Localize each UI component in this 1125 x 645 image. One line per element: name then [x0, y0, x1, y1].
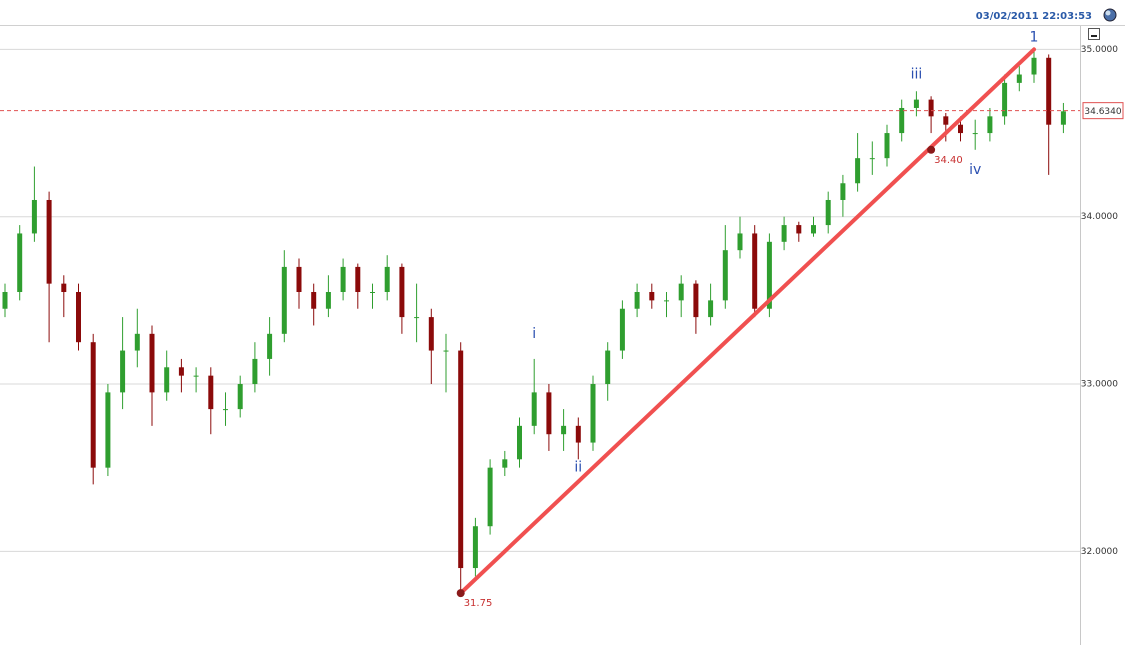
candle-body — [61, 283, 67, 293]
candle-body — [781, 225, 787, 242]
candle-body — [649, 292, 655, 301]
candle-body — [1002, 82, 1008, 117]
collapse-button[interactable] — [1088, 28, 1100, 40]
candle-body — [605, 350, 611, 385]
candle-body — [120, 350, 126, 393]
candle-body — [1031, 57, 1037, 75]
candle-body — [311, 292, 317, 309]
candle-body — [796, 225, 802, 234]
candle-body — [693, 283, 699, 318]
trend-point — [927, 145, 936, 154]
candle-body — [1060, 111, 1066, 125]
candle-body — [561, 425, 567, 435]
candle-body — [958, 124, 963, 134]
candle-body — [487, 467, 493, 527]
trend-line — [458, 47, 1036, 596]
candle-body — [899, 107, 905, 134]
candle-body — [825, 199, 831, 226]
candle-body — [223, 409, 228, 411]
candle-body — [840, 183, 846, 200]
candle-body — [31, 199, 37, 234]
candle-body — [987, 116, 993, 134]
candle-body — [619, 308, 625, 351]
candle-body — [811, 225, 816, 234]
candle-body — [252, 358, 258, 385]
candle-body — [296, 266, 302, 293]
candle-body — [517, 425, 522, 460]
candle-body — [2, 292, 8, 309]
wave-label: i — [532, 326, 536, 342]
candle-body — [708, 300, 714, 318]
candle-body — [443, 350, 449, 352]
candle-body — [76, 292, 81, 343]
candle-body — [913, 99, 919, 108]
candle-body — [634, 292, 640, 309]
candle-body — [766, 241, 772, 309]
candle-body — [1016, 74, 1022, 83]
candle-body — [267, 333, 273, 359]
timestamp: 03/02/2011 22:03:53 — [976, 11, 1092, 22]
trend-point — [456, 589, 465, 598]
candle-body — [399, 266, 405, 318]
wave-label: 1 — [1030, 30, 1039, 46]
candle-body — [428, 317, 434, 351]
candle-body — [575, 425, 581, 443]
candle-body — [752, 233, 758, 309]
candle-body — [502, 459, 508, 468]
candle-body — [943, 116, 949, 125]
candle-body — [355, 266, 361, 293]
candle-body — [472, 526, 478, 569]
candle-body — [134, 333, 140, 351]
candle-body — [531, 392, 537, 426]
candle-body — [46, 199, 52, 284]
candle-body — [546, 392, 552, 435]
candle-body — [281, 266, 287, 334]
candle-body — [722, 250, 728, 301]
candle-body — [869, 158, 875, 160]
candle-body — [884, 133, 890, 159]
wave-label: iv — [969, 162, 981, 178]
candle-body — [105, 392, 111, 468]
trend-point-label: 31.75 — [464, 598, 493, 609]
candle-body — [414, 317, 420, 319]
wave-label: ii — [574, 460, 582, 476]
candle-body — [855, 158, 861, 184]
candle-body — [1046, 57, 1052, 125]
candle-body — [164, 367, 170, 393]
candle-body — [340, 266, 346, 293]
wave-label: iii — [911, 67, 923, 83]
candle-body — [678, 283, 684, 301]
candle-body — [17, 233, 23, 293]
globe-button[interactable] — [1103, 8, 1117, 22]
candle-body — [972, 133, 978, 135]
candle-body — [237, 384, 243, 410]
y-tick-label: 32.0000 — [1081, 547, 1118, 557]
candle-body — [590, 384, 596, 443]
candle-body — [325, 292, 331, 309]
candle-body — [178, 367, 184, 376]
candle-body — [664, 300, 669, 302]
y-tick-label: 33.0000 — [1081, 380, 1118, 390]
candle-body — [384, 266, 390, 293]
candle-body — [149, 333, 155, 393]
candle-body — [90, 342, 96, 468]
candle-body — [737, 233, 743, 251]
last-price-label: 34.6340 — [1084, 107, 1121, 117]
trend-point-label: 34.40 — [934, 155, 963, 166]
candle-body — [928, 99, 934, 117]
candle-body — [193, 375, 199, 377]
y-tick-label: 35.0000 — [1081, 45, 1118, 55]
candle-body — [208, 375, 214, 410]
last-price-box — [1082, 102, 1124, 120]
y-tick-label: 34.0000 — [1081, 212, 1118, 222]
candle-body — [370, 292, 375, 294]
candle-body — [458, 350, 464, 569]
